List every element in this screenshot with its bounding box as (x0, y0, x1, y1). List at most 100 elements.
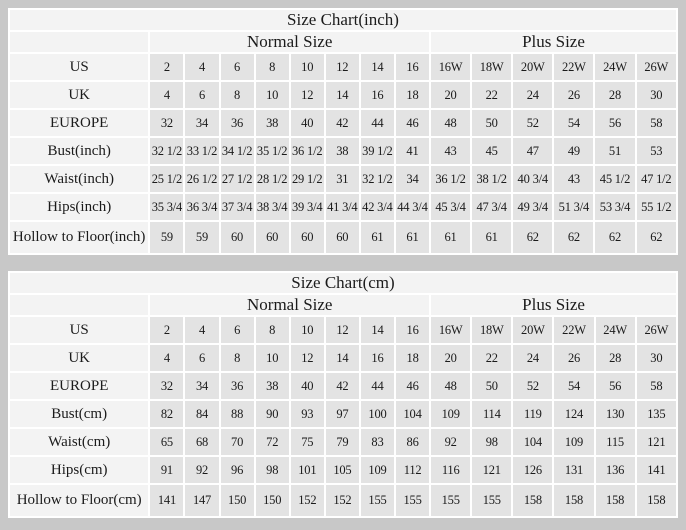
size-cell: 135 (634, 399, 679, 429)
size-cell: 47 (511, 136, 555, 166)
size-cell: 91 (148, 455, 186, 485)
size-cell: 22 (470, 343, 514, 373)
size-cell: 39 3/4 (288, 192, 326, 222)
size-cell: 24 (511, 80, 555, 110)
row-label: Bust(inch) (7, 136, 151, 166)
size-cell: 92 (183, 455, 221, 485)
size-cell: 36 3/4 (183, 192, 221, 222)
size-cell: 55 1/2 (634, 192, 679, 222)
size-chart-inch-table: Size Chart(inch) Normal Size Plus Size US 2 4… (7, 8, 679, 255)
size-cell: 10 (288, 315, 326, 345)
row-label: Bust(cm) (7, 399, 151, 429)
size-cell: 48 (428, 108, 473, 138)
size-cell: 46 (393, 108, 431, 138)
size-cell: 45 1/2 (593, 164, 637, 194)
size-cell: 47 1/2 (634, 164, 679, 194)
size-cell: 158 (552, 483, 596, 518)
size-cell: 12 (323, 52, 361, 82)
size-cell: 54 (552, 371, 596, 401)
size-cell: 62 (634, 220, 679, 255)
size-cell: 30 (634, 343, 679, 373)
row-label: Hips(cm) (7, 455, 151, 485)
size-cell: 46 (394, 371, 432, 401)
size-cell: 25 1/2 (148, 164, 186, 194)
size-cell: 61 (428, 220, 473, 255)
table-title: Size Chart(inch) (8, 8, 678, 32)
size-cell: 34 (393, 164, 431, 194)
size-cell: 16W (428, 52, 473, 82)
size-cell: 31 (323, 164, 361, 194)
row-label: Waist(cm) (7, 427, 151, 457)
size-cell: 36 1/2 (288, 136, 326, 166)
size-cell: 32 1/2 (148, 136, 186, 166)
size-cell: 49 (552, 136, 596, 166)
size-cell: 24W (593, 52, 637, 82)
row-label: UK (7, 343, 151, 373)
size-cell: 28 (593, 80, 637, 110)
size-cell: 8 (253, 52, 291, 82)
size-cell: 42 3/4 (358, 192, 396, 222)
size-cell: 150 (218, 483, 256, 518)
size-cell: 4 (148, 343, 186, 373)
size-cell: 88 (218, 399, 256, 429)
row-label: Hollow to Floor(inch) (7, 220, 151, 255)
size-cell: 16W (429, 315, 473, 345)
size-cell: 2 (148, 315, 186, 345)
group-header-plus-size: Plus Size (429, 293, 678, 317)
size-cell: 86 (394, 427, 432, 457)
size-cell: 58 (634, 108, 679, 138)
size-cell: 96 (218, 455, 256, 485)
size-cell: 10 (253, 80, 291, 110)
size-cell: 61 (470, 220, 514, 255)
size-cell: 6 (183, 80, 221, 110)
size-cell: 158 (634, 483, 679, 518)
size-cell: 44 3/4 (393, 192, 431, 222)
size-cell: 54 (552, 108, 596, 138)
size-cell: 47 3/4 (470, 192, 514, 222)
table-row: US 2 4 6 8 10 12 14 16 16W 18W 20W 22W 24W 26W (7, 52, 679, 82)
size-cell: 43 (552, 164, 596, 194)
size-cell: 40 (288, 371, 326, 401)
size-cell: 61 (358, 220, 396, 255)
size-cell: 62 (552, 220, 596, 255)
size-cell: 8 (253, 315, 291, 345)
size-cell: 34 1/2 (218, 136, 256, 166)
size-cell: 41 (393, 136, 431, 166)
size-cell: 104 (394, 399, 432, 429)
size-cell: 48 (429, 371, 473, 401)
size-cell: 51 3/4 (552, 192, 596, 222)
size-cell: 62 (511, 220, 555, 255)
size-cell: 38 (253, 108, 291, 138)
size-cell: 18W (470, 52, 514, 82)
corner-cell (7, 293, 151, 317)
size-cell: 100 (358, 399, 397, 429)
size-cell: 60 (253, 220, 291, 255)
size-cell: 22W (552, 52, 596, 82)
group-header-plus-size: Plus Size (428, 30, 679, 54)
size-cell: 56 (593, 371, 637, 401)
size-cell: 109 (358, 455, 397, 485)
size-cell: 6 (218, 315, 256, 345)
row-label: Hollow to Floor(cm) (7, 483, 151, 518)
size-cell: 141 (634, 455, 679, 485)
row-label: Hips(inch) (7, 192, 151, 222)
size-cell: 104 (511, 427, 555, 457)
size-cell: 83 (358, 427, 397, 457)
size-cell: 8 (218, 343, 256, 373)
size-cell: 62 (593, 220, 637, 255)
size-cell: 36 (218, 371, 256, 401)
size-cell: 24 (511, 343, 555, 373)
size-cell: 4 (183, 315, 221, 345)
table-title-row: Size Chart(inch) (8, 8, 678, 32)
size-cell: 42 (323, 108, 361, 138)
row-label: UK (7, 80, 151, 110)
row-label: US (7, 52, 151, 82)
size-cell: 38 (323, 136, 361, 166)
size-cell: 2 (148, 52, 186, 82)
size-cell: 58 (634, 371, 679, 401)
group-header-normal-size: Normal Size (148, 30, 431, 54)
table-row: EUROPE 32 34 36 38 40 42 44 46 48 50 52 54 56 58 (7, 371, 679, 401)
size-cell: 42 (323, 371, 361, 401)
size-cell: 124 (552, 399, 596, 429)
